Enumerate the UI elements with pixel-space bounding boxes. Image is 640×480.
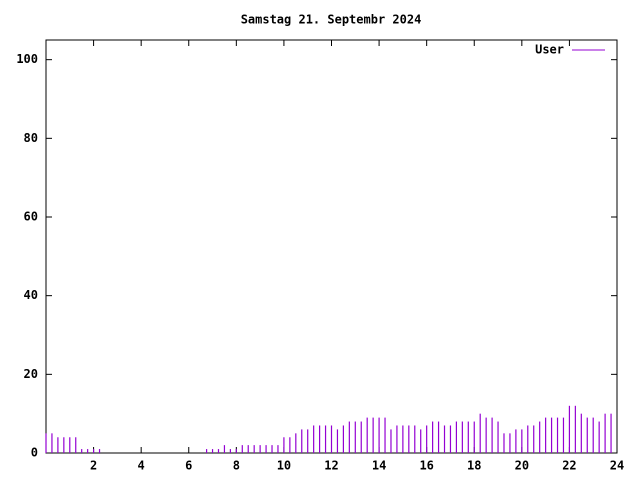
x-tick-label: 4 <box>138 459 145 473</box>
x-tick-label: 20 <box>515 459 529 473</box>
x-tick-label: 24 <box>610 459 624 473</box>
x-tick-label: 8 <box>233 459 240 473</box>
y-tick-label: 60 <box>24 210 38 224</box>
x-tick-label: 18 <box>467 459 481 473</box>
x-tick-label: 22 <box>562 459 576 473</box>
legend-label: User <box>535 43 564 57</box>
y-tick-label: 20 <box>24 367 38 381</box>
chart-title: Samstag 21. Septembr 2024 <box>241 13 422 27</box>
x-tick-label: 14 <box>372 459 386 473</box>
x-tick-label: 12 <box>324 459 338 473</box>
y-tick-label: 0 <box>31 446 38 460</box>
x-tick-label: 16 <box>419 459 433 473</box>
x-tick-label: 10 <box>277 459 291 473</box>
y-tick-label: 100 <box>16 52 38 66</box>
y-tick-label: 40 <box>24 288 38 302</box>
x-tick-label: 2 <box>90 459 97 473</box>
y-tick-label: 80 <box>24 131 38 145</box>
x-tick-label: 6 <box>185 459 192 473</box>
